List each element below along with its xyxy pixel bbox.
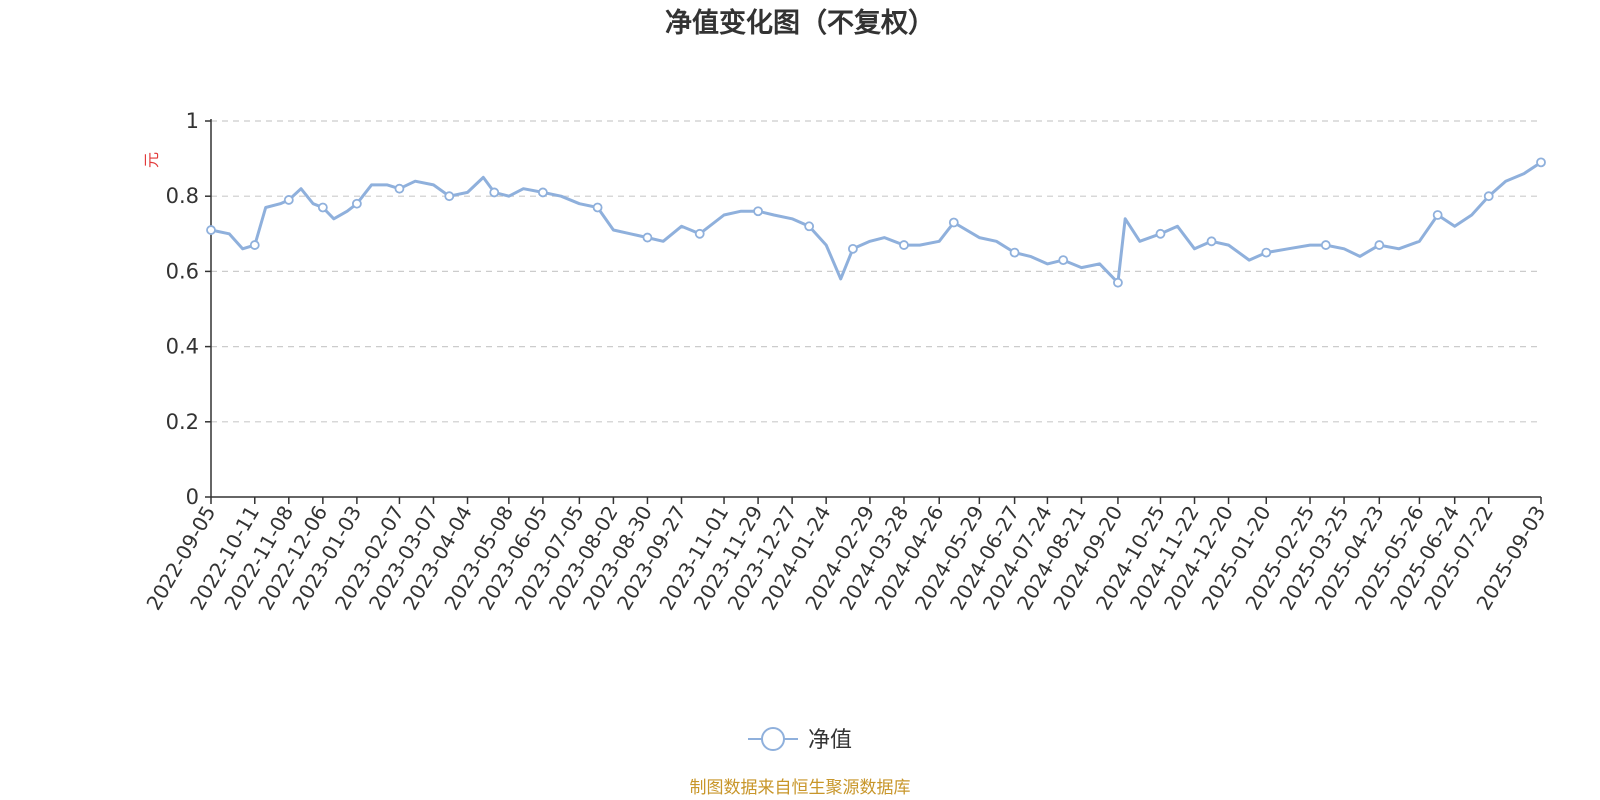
data-point[interactable] [249,240,260,250]
y-tick-label: 0.6 [166,259,199,283]
data-point[interactable] [948,217,959,228]
data-point[interactable] [1009,247,1020,258]
series-line-nav [209,160,1543,285]
y-tick-label: 1 [186,109,199,133]
y-tick-label: 0.8 [166,184,199,208]
data-point[interactable] [1536,157,1546,168]
data-point[interactable] [317,202,328,213]
grid-lines [211,120,1541,423]
series-nav [206,157,1546,288]
data-point[interactable] [848,243,858,254]
y-axis-unit-label: 元 [142,152,161,168]
data-point[interactable] [351,198,362,209]
data-point[interactable] [1432,210,1443,220]
data-point[interactable] [1261,247,1272,258]
data-point[interactable] [1155,228,1166,239]
data-point[interactable] [206,225,216,235]
data-point[interactable] [489,187,500,198]
data-point[interactable] [592,202,603,213]
y-tick-label: 0 [186,485,199,509]
data-point[interactable] [1374,240,1385,250]
y-tick-label: 0.4 [166,335,199,359]
legend-marker-icon [761,727,785,751]
data-point[interactable] [1320,240,1331,250]
axes [205,119,1542,504]
data-point[interactable] [899,240,909,250]
chart-title: 净值变化图（不复权） [665,7,935,39]
data-point[interactable] [1058,255,1069,266]
legend[interactable]: 净值 [748,727,852,753]
y-tick-label: 0.2 [166,410,199,434]
data-point[interactable] [694,228,705,239]
data-point[interactable] [1113,277,1123,288]
data-point[interactable] [1483,191,1494,202]
data-point[interactable] [394,183,405,194]
x-axis-tick-labels: 2022-09-052022-10-112022-11-082022-12-06… [141,502,1550,615]
data-point[interactable] [753,206,763,217]
data-source-note: 制图数据来自恒生聚源数据库 [690,778,911,798]
data-point[interactable] [537,187,548,198]
data-point[interactable] [444,191,455,202]
data-point[interactable] [804,221,815,232]
data-point[interactable] [1206,236,1217,247]
y-axis-tick-labels: 0 0.2 0.4 0.6 0.8 1 [166,109,199,509]
data-point[interactable] [283,195,294,205]
data-point[interactable] [642,232,653,243]
legend-label-nav: 净值 [808,728,852,753]
